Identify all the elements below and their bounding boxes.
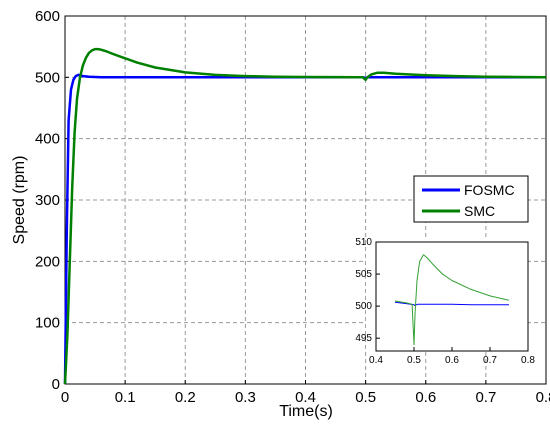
main-series-line-fosmc: [63, 73, 546, 385]
inset-background: [366, 238, 528, 351]
legend: FOSMC SMC: [413, 175, 529, 223]
main-y-tick-label: 300: [35, 192, 60, 209]
inset-plot-area: [375, 241, 529, 352]
main-tick-labels: 0 0.1 0.2 0.3 0.4 0.5 0.6 0.7 0.8 0 100 200 300 400 50…: [35, 8, 550, 406]
main-y-tick-label: 400: [35, 131, 60, 148]
inset-y-tick-label: 495: [355, 333, 372, 344]
legend-label-smc: SMC: [464, 203, 495, 219]
inset-x-tick-label: 0.4: [369, 355, 383, 366]
main-x-tick-label: 0: [61, 389, 69, 406]
inset-y-tick-label: 505: [355, 269, 372, 280]
inset-y-tick-label: 510: [355, 237, 372, 248]
inset-tick-labels: 0.4 0.5 0.6 0.7 0.8 495 500 505 510: [355, 237, 535, 366]
main-x-tick-label: 0.6: [415, 389, 436, 406]
inset-x-tick-label: 0.6: [445, 355, 459, 366]
main-x-tick-label: 0.1: [115, 389, 136, 406]
main-x-tick-label: 0.5: [355, 389, 376, 406]
legend-box: [413, 175, 529, 223]
inset-y-tick-label: 500: [355, 301, 372, 312]
main-x-tick-label: 0.8: [536, 389, 550, 406]
inset-x-tick-label: 0.5: [407, 355, 421, 366]
main-y-tick-label: 0: [52, 376, 60, 393]
inset-x-tick-label: 0.8: [521, 355, 535, 366]
main-plot-area: [63, 15, 547, 385]
x-axis-label: Time(s): [279, 403, 333, 420]
legend-label-fosmc: FOSMC: [464, 182, 515, 198]
main-x-tick-label: 0.3: [235, 389, 256, 406]
main-y-tick-label: 600: [35, 8, 60, 25]
inset-series-line-smc: [394, 254, 510, 346]
main-series-line-smc: [63, 47, 547, 385]
main-x-tick-label: 0.7: [475, 389, 496, 406]
inset-zoom-plot: 0.4 0.5 0.6 0.7 0.8 495 500 505 510: [355, 237, 535, 366]
main-y-tick-label: 500: [35, 69, 60, 86]
main-x-tick-label: 0.4: [295, 389, 316, 406]
main-y-tick-label: 100: [35, 315, 60, 332]
inset-x-tick-label: 0.7: [483, 355, 497, 366]
main-y-tick-label: 200: [35, 253, 60, 270]
y-axis-label: Speed (rpm): [11, 156, 28, 245]
main-x-tick-label: 0.2: [175, 389, 196, 406]
